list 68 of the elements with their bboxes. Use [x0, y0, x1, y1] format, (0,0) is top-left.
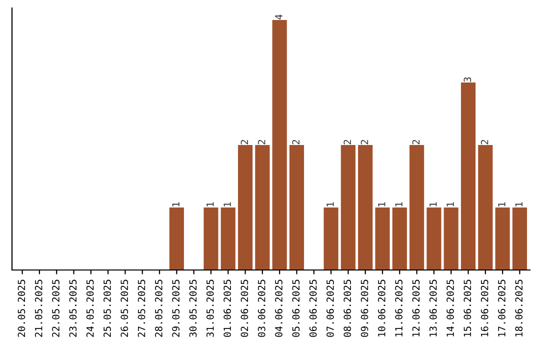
- bar: [495, 208, 510, 270]
- bar: [255, 145, 270, 270]
- x-tick-label: 06.06.2025: [309, 280, 317, 337]
- x-tick-label: 18.06.2025: [515, 280, 523, 336]
- x-tick-label: 25.05.2025: [104, 280, 111, 337]
- x-tick-label: 05.06.2025: [292, 280, 300, 337]
- data-label: 2: [240, 140, 248, 144]
- data-label: 1: [446, 202, 454, 206]
- x-tick-label: 09.06.2025: [360, 280, 368, 337]
- x-tick-label: 30.05.2025: [189, 280, 197, 337]
- x-tick-label: 23.05.2025: [69, 280, 77, 337]
- bar: [410, 145, 424, 270]
- data-label: 1: [224, 202, 231, 206]
- bar: [289, 145, 304, 270]
- x-tick-label: 02.06.2025: [240, 280, 248, 337]
- bar: [392, 208, 407, 270]
- x-tick-label: 21.05.2025: [34, 280, 42, 337]
- x-tick-label: 15.06.2025: [464, 280, 472, 336]
- x-tick-label: 22.05.2025: [52, 280, 60, 337]
- data-label: 1: [430, 202, 437, 206]
- bar: [238, 145, 253, 270]
- x-tick-label: 13.06.2025: [429, 280, 437, 336]
- bar: [358, 145, 373, 270]
- data-label: 2: [480, 140, 488, 144]
- data-label: 2: [344, 140, 351, 144]
- data-label: 2: [292, 140, 300, 144]
- data-label: 1: [206, 202, 214, 206]
- bar: [478, 145, 493, 270]
- x-tick-label: 29.05.2025: [172, 280, 180, 337]
- x-tick-label: 26.05.2025: [120, 280, 128, 337]
- x-tick-label: 07.06.2025: [326, 280, 334, 337]
- x-tick-label: 17.06.2025: [498, 280, 506, 336]
- data-label: 1: [172, 202, 180, 206]
- bar: [444, 208, 458, 270]
- data-label: 1: [395, 202, 402, 206]
- bar: [324, 208, 338, 270]
- data-label: 3: [464, 77, 472, 82]
- x-tick-label: 14.06.2025: [446, 280, 454, 336]
- x-tick-label: 31.05.2025: [206, 280, 214, 337]
- x-tick-label: 11.06.2025: [395, 280, 402, 336]
- x-tick-label: 20.05.2025: [18, 280, 26, 337]
- bar: [220, 208, 236, 270]
- x-tick-label: 24.05.2025: [86, 280, 94, 337]
- bar: [375, 208, 390, 270]
- bar: [460, 82, 476, 270]
- bar: [272, 20, 287, 270]
- bar: [204, 208, 218, 270]
- data-label: 4: [275, 14, 282, 20]
- data-label: 2: [412, 140, 420, 144]
- x-tick-label: 08.06.2025: [344, 280, 352, 337]
- x-tick-label: 10.06.2025: [378, 280, 386, 336]
- x-tick-label: 27.05.2025: [138, 280, 146, 337]
- bar: [340, 145, 356, 270]
- x-tick-label: 28.05.2025: [155, 280, 162, 337]
- data-label: 1: [378, 202, 386, 206]
- x-tick-label: 01.06.2025: [224, 280, 231, 337]
- bar: [169, 208, 184, 270]
- data-label: 1: [498, 202, 506, 206]
- bar: [426, 208, 442, 270]
- data-label: 1: [515, 202, 522, 206]
- x-tick-label: 04.06.2025: [275, 280, 282, 337]
- data-label: 2: [258, 140, 266, 144]
- data-label: 1: [326, 202, 334, 206]
- x-tick-label: 12.06.2025: [412, 280, 420, 336]
- x-tick-label: 16.06.2025: [480, 280, 488, 336]
- data-label: 2: [360, 140, 368, 144]
- x-tick-label: 03.06.2025: [258, 280, 266, 337]
- bar: [512, 208, 527, 270]
